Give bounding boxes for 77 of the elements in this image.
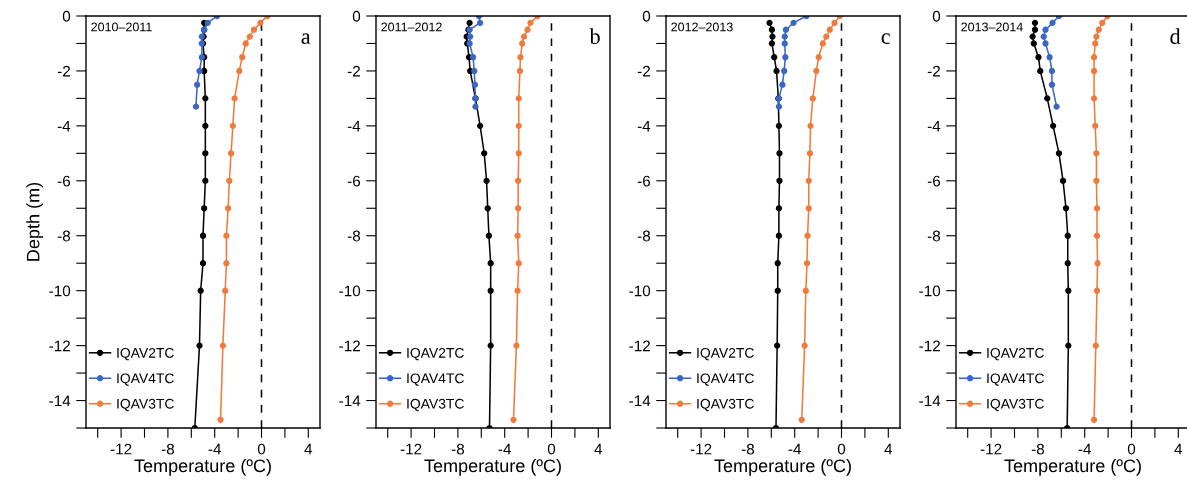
y-tick-label: -2 <box>57 65 70 77</box>
x-axis-title: Temperature (ºC) <box>1004 458 1141 476</box>
legend-label: IQAV2TC <box>407 347 464 361</box>
legend-label: IQAV3TC <box>987 398 1044 412</box>
y-tick-label: -4 <box>637 120 651 132</box>
y-tick-label: -12 <box>919 340 940 352</box>
y-tick-label: -8 <box>927 230 941 242</box>
x-tick-label: -12 <box>980 443 1002 455</box>
y-tick-label: -14 <box>49 395 71 407</box>
x-tick-label: -12 <box>400 443 422 455</box>
y-tick-label: -8 <box>347 230 361 242</box>
annotation: 2013–2014 <box>961 22 1023 32</box>
legend-label: IQAV3TC <box>117 398 174 412</box>
y-tick-label: -4 <box>347 120 361 132</box>
legend-label: IQAV2TC <box>987 347 1044 361</box>
x-tick-label: 4 <box>594 443 603 455</box>
y-tick-label: 0 <box>932 10 941 22</box>
annotation: b <box>589 28 600 44</box>
y-tick-label: -2 <box>637 65 650 77</box>
annotation: d <box>1170 28 1181 44</box>
annotation: 2011–2012 <box>381 22 442 32</box>
annotation: 2010–2011 <box>91 22 152 32</box>
legend-label: IQAV3TC <box>407 398 464 412</box>
y-tick-label: -12 <box>49 340 70 352</box>
legend-label: IQAV4TC <box>407 373 464 386</box>
x-tick-label: 0 <box>1127 443 1136 455</box>
legend-label: IQAV4TC <box>117 373 174 386</box>
y-tick-label: -12 <box>629 340 650 352</box>
y-tick-label: -14 <box>339 395 361 407</box>
x-tick-label: 4 <box>304 443 313 455</box>
x-tick-label: 0 <box>257 443 266 455</box>
y-tick-label: 0 <box>352 10 361 22</box>
y-tick-label: -12 <box>339 340 360 352</box>
legend-label: IQAV3TC <box>697 398 754 412</box>
y-tick-label: -10 <box>919 285 941 297</box>
x-tick-label: 0 <box>547 443 556 455</box>
x-tick-label: -8 <box>161 443 175 455</box>
x-axis-title: Temperature (ºC) <box>424 458 561 476</box>
y-tick-label: -10 <box>49 285 71 297</box>
y-tick-label: -4 <box>927 120 941 132</box>
y-tick-label: -14 <box>629 395 651 407</box>
y-axis-title: Depth (m) <box>26 182 44 261</box>
x-axis-title: Temperature (ºC) <box>714 458 851 476</box>
annotation: a <box>301 33 311 44</box>
legend-label: IQAV4TC <box>697 373 754 386</box>
x-tick-label: -8 <box>741 443 755 455</box>
annotation: c <box>881 33 890 44</box>
y-tick-label: -6 <box>927 175 941 187</box>
annotation: 2012–2013 <box>671 22 733 32</box>
x-tick-label: -4 <box>788 443 802 455</box>
y-tick-label: -10 <box>629 285 651 297</box>
y-tick-label: -14 <box>919 395 941 407</box>
y-tick-label: 0 <box>642 10 651 22</box>
y-tick-label: -8 <box>57 230 71 242</box>
x-tick-label: -12 <box>110 443 132 455</box>
y-tick-label: -2 <box>347 65 360 77</box>
x-tick-label: -4 <box>208 443 222 455</box>
x-tick-label: -8 <box>451 443 465 455</box>
legend-label: IQAV2TC <box>117 347 174 361</box>
x-tick-label: -12 <box>690 443 712 455</box>
legend-label: IQAV4TC <box>987 373 1044 386</box>
y-tick-label: -2 <box>927 65 940 77</box>
y-tick-label: -4 <box>57 120 71 132</box>
y-tick-label: -8 <box>637 230 651 242</box>
x-axis-title: Temperature (ºC) <box>134 458 271 476</box>
x-tick-label: 4 <box>884 443 893 455</box>
y-tick-label: 0 <box>62 10 71 22</box>
x-tick-label: -4 <box>498 443 512 455</box>
x-tick-label: 0 <box>837 443 846 455</box>
x-tick-label: -8 <box>1031 443 1045 455</box>
x-tick-label: -4 <box>1078 443 1092 455</box>
x-tick-label: 4 <box>1174 443 1183 455</box>
y-tick-label: -6 <box>57 175 71 187</box>
y-tick-label: -10 <box>339 285 361 297</box>
y-tick-label: -6 <box>347 175 361 187</box>
legend-label: IQAV2TC <box>697 347 754 361</box>
y-tick-label: -6 <box>637 175 651 187</box>
